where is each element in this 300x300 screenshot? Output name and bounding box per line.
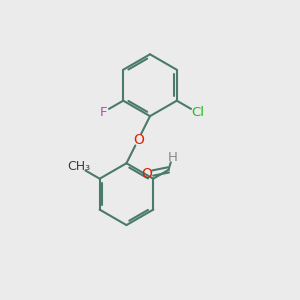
- Text: O: O: [141, 167, 152, 181]
- Text: CH₃: CH₃: [67, 160, 90, 173]
- Text: F: F: [100, 106, 107, 118]
- Text: Cl: Cl: [191, 106, 204, 119]
- Text: H: H: [167, 151, 177, 164]
- Text: O: O: [133, 133, 144, 147]
